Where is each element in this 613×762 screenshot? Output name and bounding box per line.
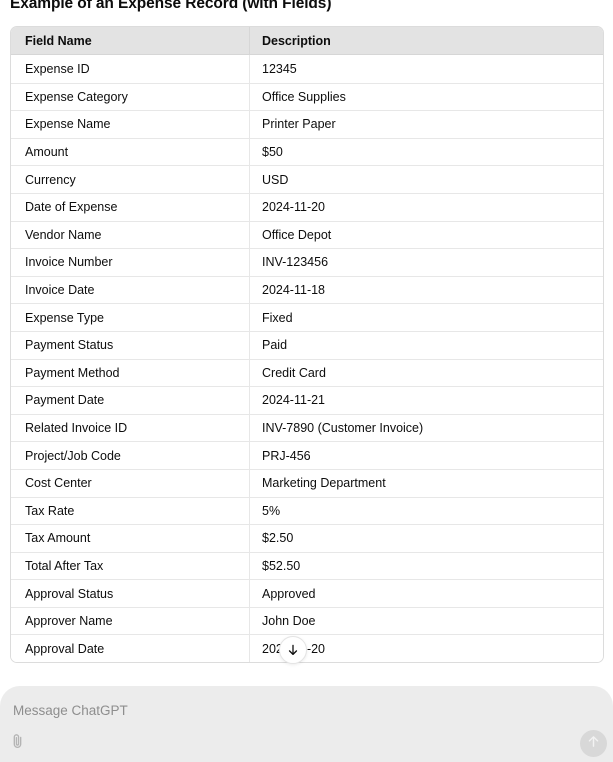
cell-description: Fixed [250, 303, 603, 331]
cell-field-name: Payment Date [11, 386, 250, 414]
table-row: Expense Name Printer Paper [11, 110, 603, 138]
paperclip-icon [9, 733, 26, 755]
cell-description: Paid [250, 330, 603, 359]
table-row: Cost Center Marketing Department [11, 468, 603, 497]
table-row: Related Invoice ID INV-7890 (Customer Inv… [11, 413, 603, 442]
cell-description: 2024-11-20 [250, 634, 603, 663]
cell-field-name: Vendor Name [11, 220, 250, 249]
table-row: Invoice Date 2024-11-18 [11, 275, 603, 304]
table-row: Date of Expense 2024-11-20 [11, 192, 603, 221]
cell-field-name: Approver Name [11, 606, 250, 635]
table-row: Project/Job Code PRJ-456 [11, 441, 603, 469]
table-row: Expense Category Office Supplies [11, 82, 603, 111]
cell-description: 2024-11-18 [250, 275, 603, 304]
table-row: Expense ID 12345 [11, 55, 603, 83]
cell-description: $50 [250, 137, 603, 166]
cell-field-name: Currency [11, 165, 250, 193]
cell-field-name: Expense Category [11, 82, 250, 111]
cell-description: Marketing Department [250, 468, 603, 497]
cell-field-name: Date of Expense [11, 192, 250, 221]
cell-field-name: Tax Rate [11, 496, 250, 525]
column-header-description: Description [250, 27, 603, 55]
table-row: Approver Name John Doe [11, 606, 603, 635]
cell-description: Approved [250, 579, 603, 607]
cell-field-name: Total After Tax [11, 551, 250, 580]
table-header: Field Name Description [11, 27, 603, 55]
table-row: Tax Rate 5% [11, 496, 603, 525]
cell-field-name: Approval Status [11, 579, 250, 607]
table-row: Expense Type Fixed [11, 303, 603, 331]
table-row: Approval Status Approved [11, 579, 603, 607]
table-row: Total After Tax $52.50 [11, 551, 603, 580]
cell-field-name: Approval Date [11, 634, 250, 663]
cell-field-name: Payment Status [11, 330, 250, 359]
send-message-button[interactable] [580, 730, 607, 757]
cell-description: $52.50 [250, 551, 603, 580]
cell-field-name: Tax Amount [11, 524, 250, 552]
cell-field-name: Invoice Date [11, 275, 250, 304]
table-row: Vendor Name Office Depot [11, 220, 603, 249]
table-row: Payment Date 2024-11-21 [11, 386, 603, 414]
cell-description: 12345 [250, 55, 603, 83]
cell-description: Printer Paper [250, 110, 603, 138]
cell-field-name: Cost Center [11, 468, 250, 497]
table-row: Payment Status Paid [11, 330, 603, 359]
cell-description: PRJ-456 [250, 441, 603, 469]
scroll-to-bottom-button[interactable] [279, 636, 307, 664]
cell-field-name: Payment Method [11, 358, 250, 387]
table-row: Invoice Number INV-123456 [11, 248, 603, 276]
cell-field-name: Project/Job Code [11, 441, 250, 469]
cell-field-name: Invoice Number [11, 248, 250, 276]
cell-description: $2.50 [250, 524, 603, 552]
message-input-placeholder[interactable]: Message ChatGPT [13, 703, 128, 718]
cell-field-name: Related Invoice ID [11, 413, 250, 442]
attach-file-button[interactable] [5, 731, 30, 756]
cell-field-name: Amount [11, 137, 250, 166]
cell-field-name: Expense ID [11, 55, 250, 83]
page-title: Example of an Expense Record (with Field… [10, 0, 332, 12]
table-header-row: Field Name Description [11, 27, 603, 55]
table-row: Payment Method Credit Card [11, 358, 603, 387]
cell-description: INV-123456 [250, 248, 603, 276]
cell-description: Office Depot [250, 220, 603, 249]
cell-field-name: Expense Type [11, 303, 250, 331]
message-composer[interactable]: Message ChatGPT [0, 686, 613, 762]
cell-description: USD [250, 165, 603, 193]
cell-description: 2024-11-20 [250, 192, 603, 221]
table-row: Tax Amount $2.50 [11, 524, 603, 552]
column-header-field-name: Field Name [11, 27, 250, 55]
table-row: Amount $50 [11, 137, 603, 166]
cell-field-name: Expense Name [11, 110, 250, 138]
cell-description: Office Supplies [250, 82, 603, 111]
cell-description: 5% [250, 496, 603, 525]
table-body: Expense ID 12345 Expense Category Office Su… [11, 55, 603, 663]
cell-description: John Doe [250, 606, 603, 635]
expense-record-table: Field Name Description Expense ID 12345 Ex… [10, 26, 604, 664]
assistant-message-area: Example of an Expense Record (with Field… [10, 0, 604, 664]
cell-description: 2024-11-21 [250, 386, 603, 414]
arrow-up-icon [586, 734, 601, 754]
cell-description: Credit Card [250, 358, 603, 387]
arrow-down-icon [286, 643, 300, 657]
cell-description: INV-7890 (Customer Invoice) [250, 413, 603, 442]
table-row: Currency USD [11, 165, 603, 193]
